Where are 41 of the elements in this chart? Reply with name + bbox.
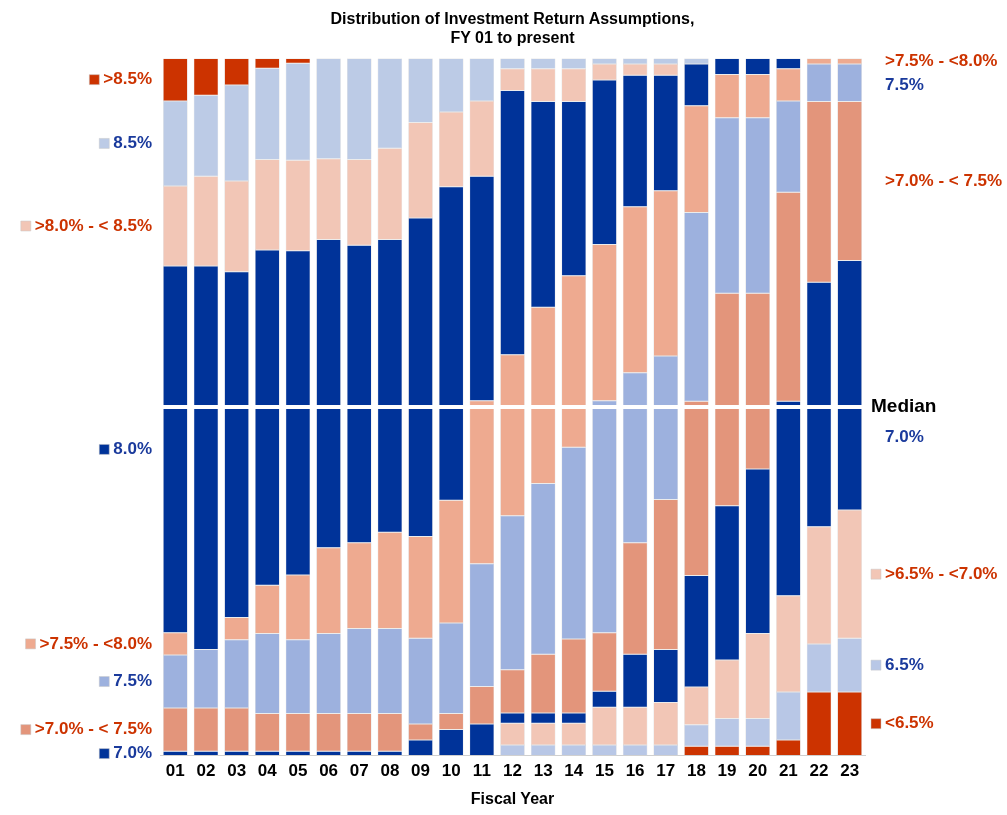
x-tick-label: 20 [748, 761, 768, 781]
legend-label: >7.0% - < 7.5% [34, 719, 153, 739]
chart-title: Distribution of Investment Return Assumptions, FY 01 to present [330, 10, 695, 47]
text: >7.0% - < 7.5% [885, 170, 1003, 190]
x-axis-title: Fiscal Year [470, 789, 555, 807]
x-tick-label: 02 [196, 761, 216, 781]
x-tick-label: 19 [717, 761, 737, 781]
x-tick-label: 07 [349, 761, 369, 781]
x-tick-label: 13 [533, 761, 553, 781]
x-tick-label: 14 [564, 761, 584, 781]
x-tick-label: 10 [441, 761, 461, 781]
x-tick-label: 04 [257, 761, 278, 781]
ref-line-label: Median [871, 395, 937, 417]
x-tick-label: 21 [778, 761, 798, 781]
text: 7.5% [885, 74, 924, 94]
x-tick-label: 09 [411, 761, 430, 781]
text: 7.0% [885, 426, 924, 446]
x-tick-label: 22 [809, 761, 829, 781]
x-tick-label: 05 [288, 761, 308, 781]
x-tick-label: 11 [472, 761, 491, 781]
x-tick-label: 18 [686, 761, 706, 781]
x-tick-label: 15 [595, 761, 614, 781]
legend-label: <6.5% [885, 713, 934, 733]
x-tick-label: 16 [625, 761, 645, 781]
x-tick-label: 06 [319, 761, 339, 781]
legend-label: >8.5% [103, 69, 153, 89]
legend-label: 7.0% [113, 743, 152, 763]
legend-label: 6.5% [885, 654, 924, 674]
x-tick-label: 01 [165, 761, 185, 781]
x-tick-label: 23 [840, 761, 860, 781]
x-tick-label: 03 [227, 761, 247, 781]
x-tick-label: 08 [380, 761, 400, 781]
x-tick-label: 12 [503, 761, 522, 781]
legend-label: >8.0% - < 8.5% [34, 215, 153, 235]
legend-label: >7.5% - <8.0% [39, 633, 153, 653]
legend-label: 8.0% [113, 439, 152, 459]
legend-label: 7.5% [113, 671, 152, 691]
legend-label: 8.5% [113, 133, 152, 153]
x-tick-label: 17 [656, 761, 676, 781]
text: >7.5% - <8.0% [885, 50, 998, 70]
legend-label: >6.5% - <7.0% [885, 563, 998, 583]
